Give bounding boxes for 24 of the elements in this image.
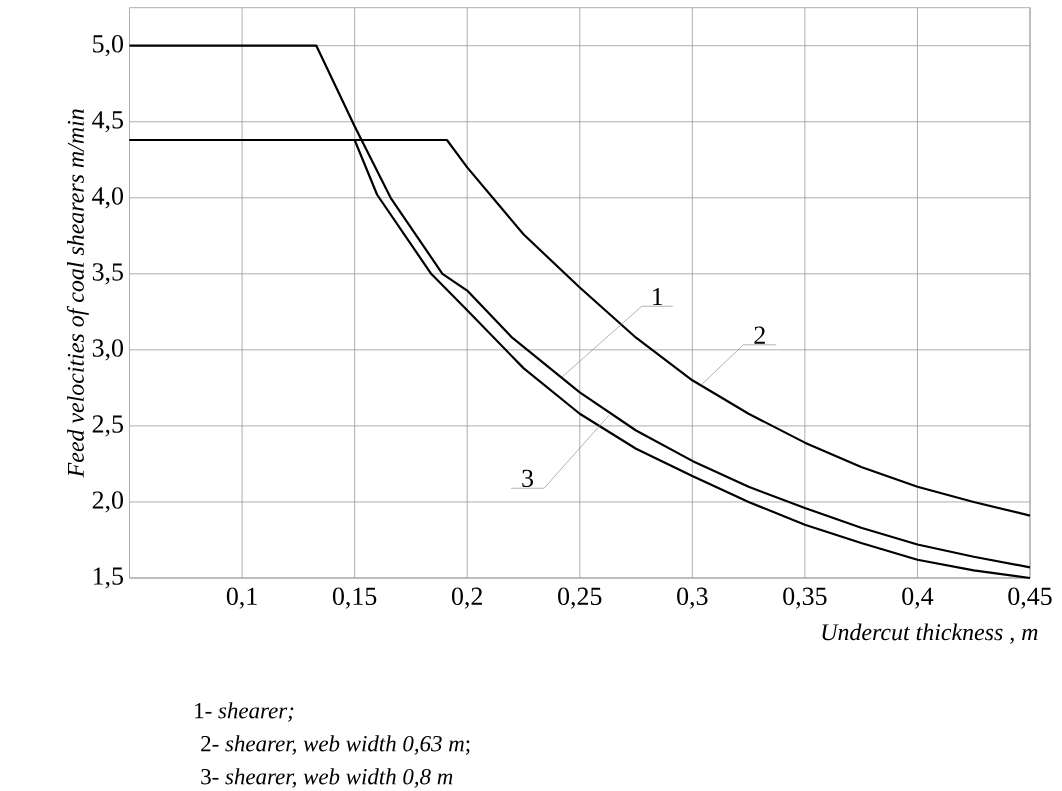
text: 1- shearer; [195,702,294,722]
y-tick-label: 4,0 [92,187,123,209]
x-tick-label: 0,1 [226,587,257,609]
y-tick-label: 1,5 [93,567,123,589]
y-tick-label: 5,0 [93,35,123,57]
annotation: 3 [522,469,533,488]
annotation: 2 [754,326,765,344]
y-tick-label: 4,5 [92,111,123,133]
annotation: 1 [653,287,663,306]
x-tick-label: 0,3 [677,587,708,609]
x-tick-label: 0,25 [558,587,602,609]
text: 2- shearer, web width 0,63 m; [201,735,470,755]
y-axis-title: Feed velocities of coal shearers m/min [66,109,89,478]
x-axis-title: Undercut thickness , m [822,623,1038,644]
y-tick-label: 2,5 [92,415,123,437]
y-tick-label: 3,5 [92,263,123,285]
y-tick-label: 2,0 [92,491,123,513]
text: 3- shearer, web width 0,8 m [201,768,453,788]
x-tick-label: 0,2 [451,587,482,609]
y-tick-label: 3,0 [92,339,123,361]
x-tick-label: 0,15 [332,587,377,609]
x-tick-label: 0,4 [902,587,934,609]
x-tick-label: 0,45 [1008,587,1052,609]
x-tick-label: 0,35 [783,587,827,609]
